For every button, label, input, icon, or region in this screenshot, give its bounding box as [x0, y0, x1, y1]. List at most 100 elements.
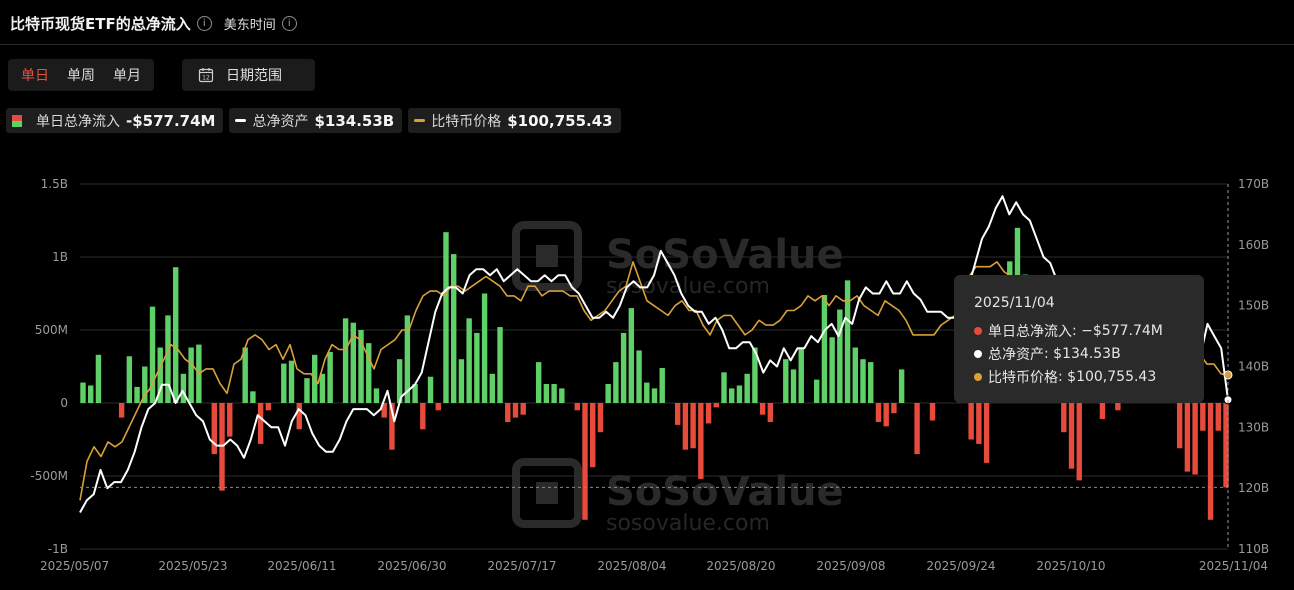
- net-inflow-value: -$577.74M: [126, 111, 216, 130]
- inflow-bar: [157, 347, 163, 403]
- x-tick-label: 2025/06/11: [267, 559, 336, 573]
- inflow-bar: [875, 403, 882, 422]
- inflow-bar: [559, 388, 565, 403]
- y-right-tick-label: 140B: [1238, 360, 1269, 374]
- period-daily-button[interactable]: 单日: [21, 68, 49, 84]
- inflow-bar: [296, 403, 302, 430]
- inflow-bar: [574, 403, 580, 411]
- period-selector: 单日 单周 单月: [8, 59, 154, 91]
- sosovalue-logo-icon-lower: [512, 458, 582, 528]
- net-assets-swatch-icon: [235, 119, 247, 122]
- axes: 1.5B 1B 500M 0 -500M -1B 170B 160B 150B 140B 130B 1…: [30, 177, 1269, 573]
- inflow-bar: [821, 294, 828, 403]
- inflow-bar: [188, 347, 194, 403]
- inflow-bar: [705, 403, 712, 424]
- inflow-bar: [435, 403, 441, 411]
- y-left-tick-label: 1.5B: [41, 177, 68, 191]
- tooltip-row-assets: 总净资产: $134.53B: [974, 342, 1204, 365]
- inflow-bar: [891, 403, 897, 414]
- x-tick-label: 2025/08/04: [597, 559, 666, 573]
- inflow-bar: [983, 403, 990, 463]
- inflow-bar: [396, 359, 403, 403]
- inflow-bar: [172, 267, 179, 403]
- inflow-dot-icon: [974, 326, 982, 335]
- inflow-bar: [543, 384, 550, 403]
- inflow-bar: [883, 403, 889, 427]
- x-tick-label: 2025/11/04: [1199, 559, 1268, 573]
- inflow-bar: [659, 367, 665, 403]
- inflow-bar: [1061, 403, 1067, 433]
- inflow-bar: [265, 403, 272, 411]
- inflow-bar: [420, 403, 426, 430]
- inflow-bar: [790, 369, 797, 403]
- inflow-bar: [227, 403, 233, 437]
- legend: 单日总净流入 -$577.74M 总净资产 $134.53B 比特币价格 $10…: [6, 108, 627, 133]
- legend-item-net-assets[interactable]: 总净资产 $134.53B: [229, 108, 403, 133]
- y-right-tick-label: 130B: [1238, 420, 1269, 434]
- inflow-bar: [813, 379, 820, 403]
- inflow-swatch-icon: [12, 114, 22, 127]
- inflow-bar: [1115, 403, 1121, 411]
- timezone-info-icon[interactable]: i: [281, 15, 297, 31]
- inflow-bar: [628, 308, 635, 403]
- y-right-tick-label: 150B: [1238, 299, 1269, 313]
- date-range-button[interactable]: 12 日期范围: [182, 59, 315, 91]
- inflow-bar: [844, 280, 851, 403]
- tooltip: 2025/11/04 单日总净流入: −$577.74M 总净资产: $134.…: [954, 275, 1204, 403]
- inflow-bar: [759, 403, 766, 415]
- inflow-bar: [1099, 403, 1106, 420]
- watermark-brand-lower: SoSoValue: [606, 469, 844, 515]
- inflow-bar: [389, 403, 395, 450]
- tooltip-date: 2025/11/04: [974, 295, 1055, 311]
- inflow-bar: [535, 362, 542, 403]
- btc-price-swatch-icon: [414, 119, 426, 122]
- inflow-bar: [1076, 403, 1082, 481]
- inflow-bar: [165, 315, 171, 403]
- watermark: SoSoValue sosovalue.com SoSoValue sosova…: [512, 221, 844, 536]
- inflow-bar: [505, 403, 511, 422]
- inflow-bar: [1184, 403, 1191, 472]
- inflow-bar: [752, 347, 758, 403]
- y-right-tick-label: 170B: [1238, 177, 1269, 191]
- y-left-tick-label: 1B: [52, 250, 68, 264]
- inflow-bar: [868, 362, 874, 403]
- assets-dot-icon: [974, 349, 982, 358]
- inflow-bar: [180, 373, 187, 403]
- inflow-bar: [744, 373, 750, 403]
- inflow-bar: [250, 391, 256, 403]
- inflow-bar: [829, 337, 835, 403]
- inflow-bar: [142, 366, 148, 403]
- inflow-bar: [126, 356, 133, 403]
- x-tick-label: 2025/08/20: [706, 559, 775, 573]
- inflow-bar: [520, 403, 526, 415]
- inflow-bar: [852, 347, 859, 403]
- inflow-bar: [767, 403, 774, 422]
- tooltip-row-price: 比特币价格: $100,755.43: [974, 365, 1204, 388]
- period-weekly-button[interactable]: 单周: [67, 68, 95, 84]
- inflow-bar: [613, 362, 619, 403]
- x-tick-label: 2025/05/23: [158, 559, 227, 573]
- svg-text:12: 12: [202, 75, 210, 82]
- calendar-icon: 12: [198, 68, 214, 83]
- legend-item-net-inflow[interactable]: 单日总净流入 -$577.74M: [6, 108, 224, 133]
- inflow-bar: [837, 309, 843, 403]
- inflow-bar: [288, 360, 295, 403]
- inflow-bar: [798, 347, 804, 403]
- price-dot-icon: [974, 372, 982, 381]
- legend-item-btc-price[interactable]: 比特币价格 $100,755.43: [408, 108, 621, 133]
- y-left-tick-label: -500M: [30, 469, 68, 483]
- sosovalue-logo-icon: [512, 221, 582, 291]
- y-right-tick-label: 160B: [1238, 238, 1269, 252]
- inflow-bar: [783, 359, 789, 403]
- inflow-bar: [674, 403, 681, 425]
- inflow-bar: [134, 386, 140, 403]
- inflow-bar: [242, 347, 248, 403]
- period-monthly-button[interactable]: 单月: [113, 68, 141, 84]
- inflow-bar: [149, 306, 156, 403]
- inflow-bar: [551, 384, 557, 403]
- inflow-bar: [860, 359, 866, 403]
- btc-price-value: $100,755.43: [507, 111, 613, 130]
- x-tick-label: 2025/06/30: [377, 559, 446, 573]
- info-icon[interactable]: i: [196, 15, 212, 31]
- inflow-bar: [1176, 403, 1183, 449]
